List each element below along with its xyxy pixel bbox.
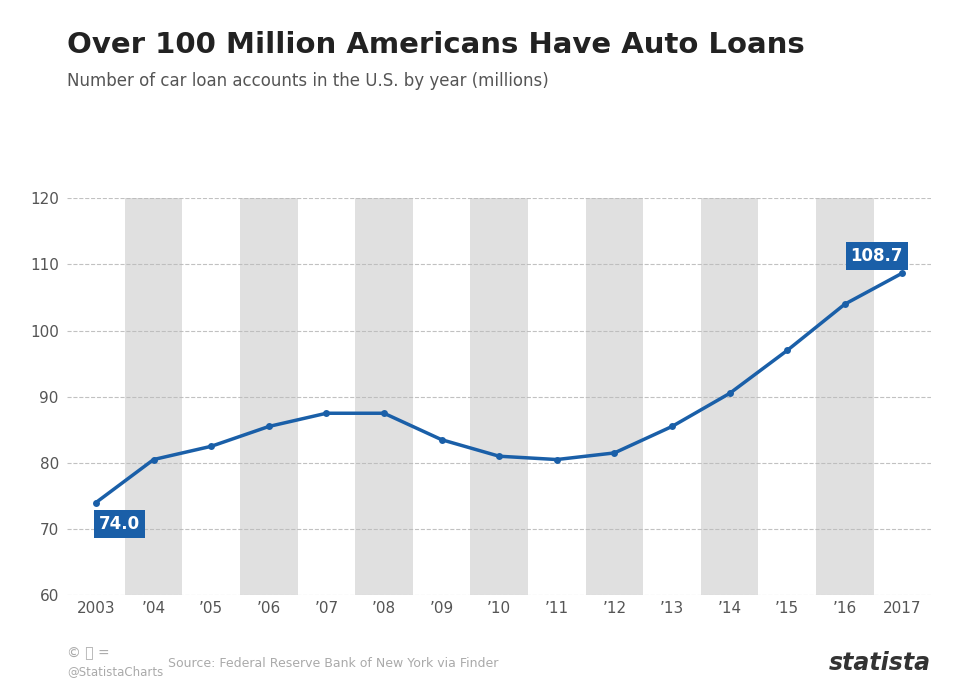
Point — [722, 388, 737, 399]
Point — [549, 454, 564, 465]
Bar — [470, 198, 528, 595]
Bar — [182, 198, 240, 595]
Point — [780, 345, 795, 356]
Bar — [874, 198, 931, 595]
Text: Over 100 Million Americans Have Auto Loans: Over 100 Million Americans Have Auto Loa… — [67, 31, 804, 59]
Text: @StatistaCharts: @StatistaCharts — [67, 665, 163, 679]
Point — [607, 447, 622, 458]
Point — [434, 434, 449, 445]
Bar — [643, 198, 701, 595]
Text: © ⓘ =: © ⓘ = — [67, 646, 109, 660]
Bar — [586, 198, 643, 595]
Text: 108.7: 108.7 — [851, 247, 903, 265]
Bar — [701, 198, 758, 595]
Point — [319, 408, 334, 419]
Point — [895, 267, 910, 278]
Point — [88, 497, 104, 508]
Bar — [240, 198, 298, 595]
Bar — [67, 198, 125, 595]
Bar — [125, 198, 182, 595]
Text: Number of car loan accounts in the U.S. by year (millions): Number of car loan accounts in the U.S. … — [67, 72, 549, 90]
Point — [664, 421, 680, 432]
Point — [376, 408, 392, 419]
Bar — [816, 198, 874, 595]
Point — [261, 421, 276, 432]
Point — [492, 451, 507, 462]
Bar — [758, 198, 816, 595]
Point — [837, 299, 852, 310]
Bar — [355, 198, 413, 595]
Point — [204, 441, 219, 452]
Text: statista: statista — [829, 651, 931, 676]
Bar — [528, 198, 586, 595]
Text: Source: Federal Reserve Bank of New York via Finder: Source: Federal Reserve Bank of New York… — [168, 657, 498, 670]
Text: 74.0: 74.0 — [99, 515, 140, 533]
Bar — [413, 198, 470, 595]
Bar — [298, 198, 355, 595]
Point — [146, 454, 161, 465]
